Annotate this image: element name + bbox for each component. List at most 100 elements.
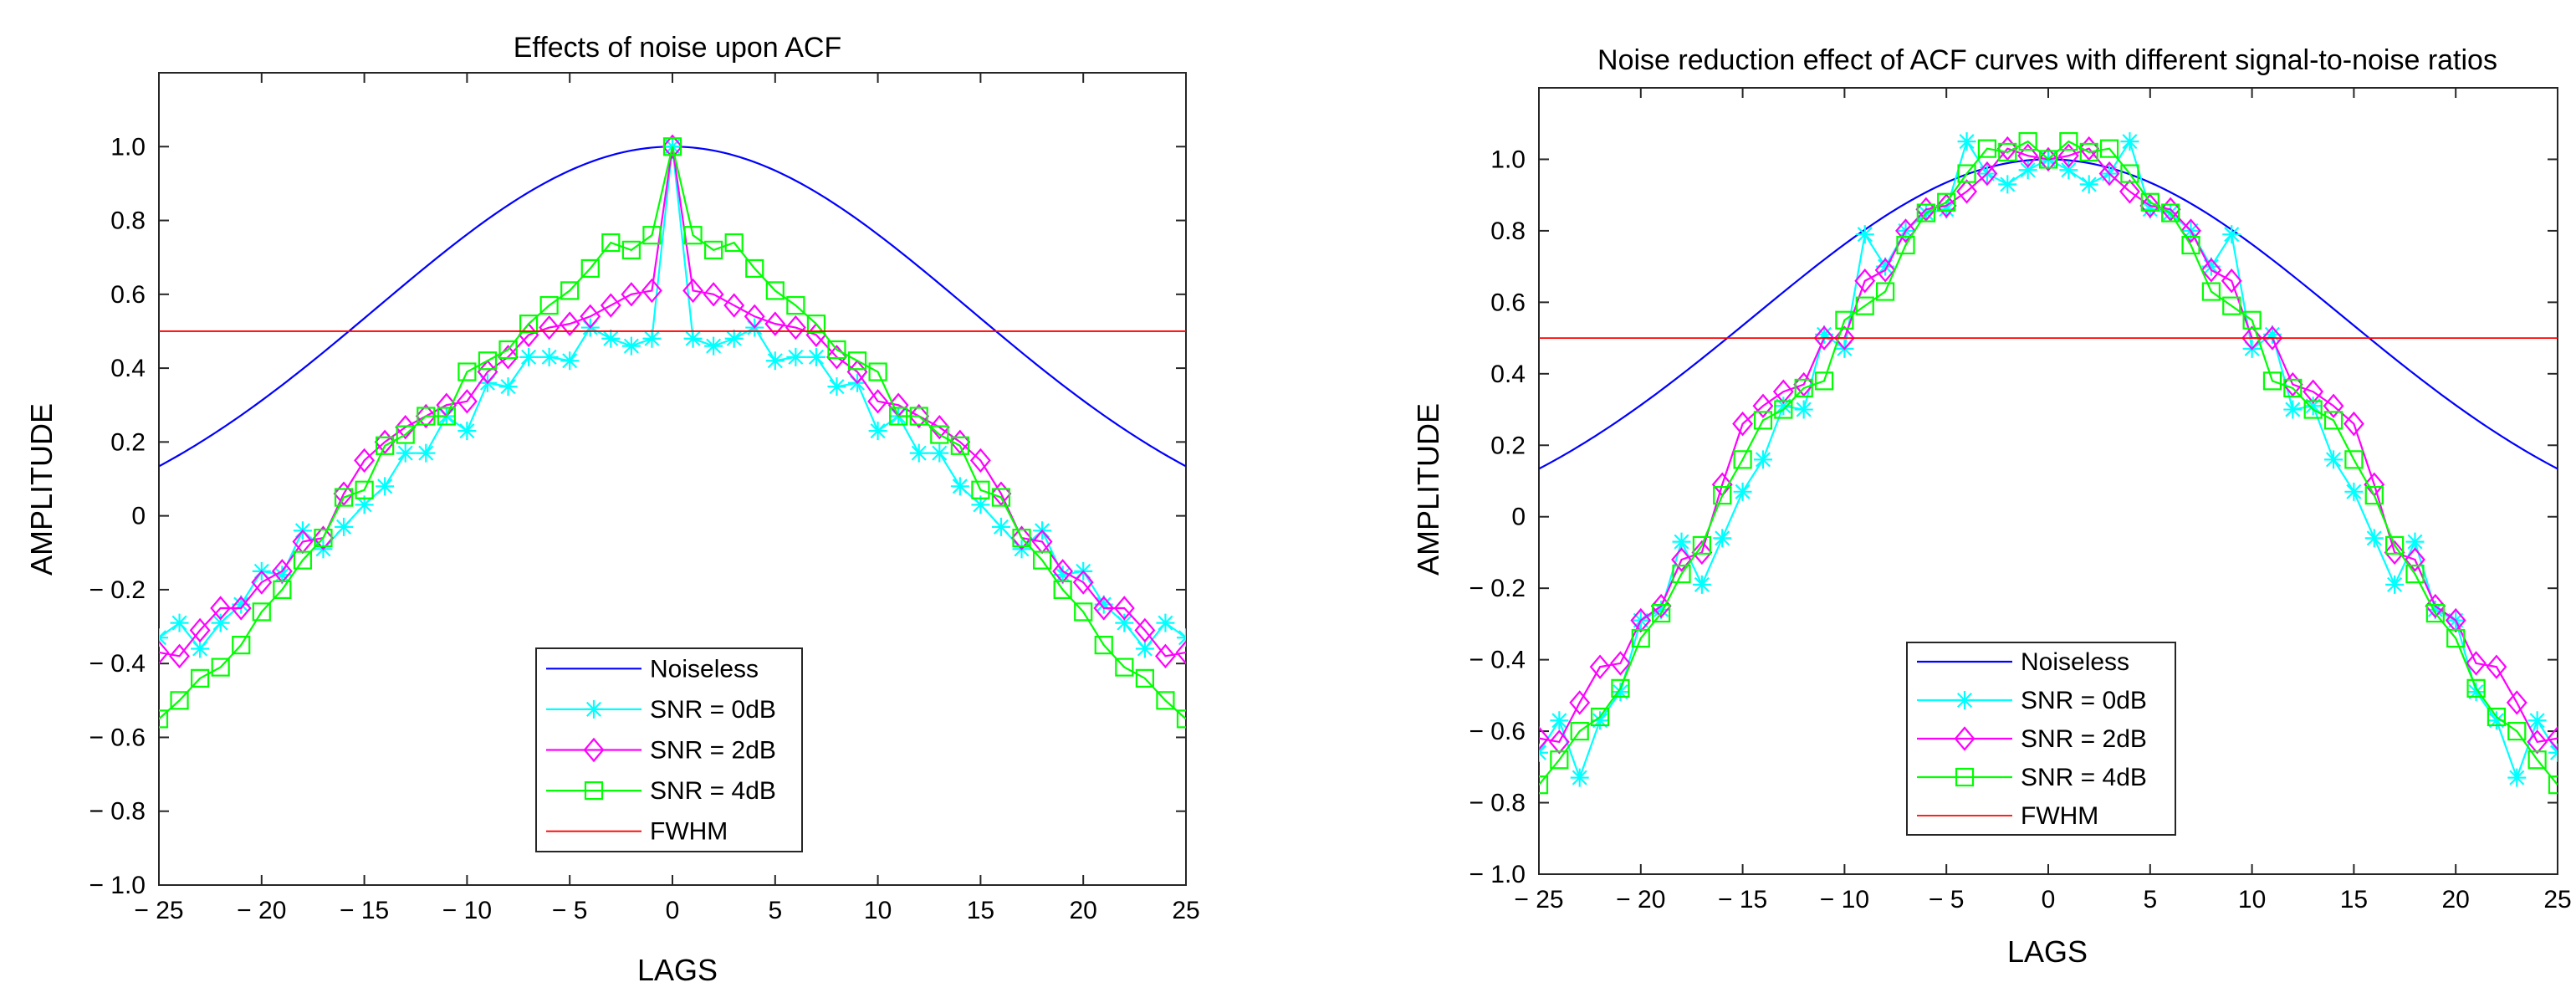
series-snr-0db-point <box>601 329 621 348</box>
series-snr-4db-point <box>704 240 723 259</box>
series-snr-0db-point <box>806 347 825 366</box>
series-snr-0db-point <box>1937 200 1956 219</box>
x-tick-label: 10 <box>864 897 892 924</box>
series-snr-4db-point <box>724 233 744 253</box>
series-snr-2db-point <box>2303 379 2324 404</box>
series-snr-4db-point <box>2222 296 2241 315</box>
series-snr-2db-point <box>189 617 211 643</box>
series-snr-4db-point <box>1053 580 1072 600</box>
series-snr-2db-point <box>908 403 930 429</box>
series-snr-2db-point <box>1874 258 1896 283</box>
series-snr-2db-point <box>600 293 621 318</box>
series-snr-0db-point <box>417 443 436 463</box>
legend-noiseless-label: Noiseless <box>2021 648 2129 676</box>
series-snr-0db-point <box>335 517 354 536</box>
series-snr-2db-point <box>1833 325 1855 351</box>
series-snr-2db-point <box>559 311 580 336</box>
series-snr-2db-point <box>395 415 417 440</box>
series-snr-0db-point <box>2262 325 2282 344</box>
series-snr-4db-point <box>950 436 969 455</box>
series-snr-0db-point <box>1652 600 1671 619</box>
series-snr-0db-point <box>1876 257 1895 276</box>
series-snr-0db-point <box>519 347 539 366</box>
series-snr-2db-point <box>1548 729 1570 755</box>
series-snr-4db-point <box>1733 450 1752 469</box>
y-tick-label: 0 <box>1511 504 1526 531</box>
legend-snr-0db-label: SNR = 0dB <box>650 696 776 724</box>
series-snr-4db-point <box>889 407 908 426</box>
series-snr-2db-point <box>313 525 334 550</box>
series-snr-4db-point <box>1692 535 1711 555</box>
series-snr-4db-point <box>2079 142 2098 162</box>
series-snr-4db-point <box>765 281 785 300</box>
series-snr-0db-point <box>950 477 969 496</box>
series-snr-4db-point <box>683 226 703 245</box>
series-snr-0db-point <box>991 517 1010 536</box>
series-snr-4db-point <box>1957 164 1976 183</box>
series-snr-0db-point <box>2140 200 2159 219</box>
series-snr-4db-point <box>1937 192 1956 212</box>
y-tick-label: − 0.2 <box>1469 575 1526 602</box>
series-snr-0db-point <box>1156 613 1175 632</box>
series-snr-2db-point <box>2180 218 2201 243</box>
series-snr-0db-point <box>2405 532 2425 551</box>
series-snr-4db-point <box>2487 707 2507 727</box>
series-snr-0db-point <box>2425 600 2445 619</box>
chart-right-title: Noise reduction effect of ACF curves wit… <box>1597 44 2497 76</box>
series-snr-4db-point <box>376 436 395 455</box>
series-snr-0db-point <box>2201 257 2221 276</box>
series-snr-0db-point <box>2303 397 2323 416</box>
series-snr-2db-point <box>210 596 232 621</box>
series-snr-4db-point <box>2140 192 2159 212</box>
plot-series-area <box>159 134 1186 729</box>
series-snr-4db-point <box>1176 709 1186 729</box>
chart-left-plot: − 25 − 20 − 15 − 10 − 5 0 5 10 15 20 25 − 1.0 − 0.8 −… <box>89 72 1200 924</box>
series-snr-0db-point <box>1855 225 1874 244</box>
series-snr-2db-point <box>682 278 704 304</box>
series-snr-2db-point <box>1752 393 1774 418</box>
series-snr-4db-point <box>1774 400 1793 419</box>
legend-noiseless-label: Noiseless <box>650 655 759 683</box>
series-snr-2db-point <box>2527 729 2548 755</box>
series-snr-4db-point <box>2507 721 2527 741</box>
series-snr-4db-point <box>1896 235 1915 255</box>
chart-left: Effects of noise upon ACF LAGS AMPLITUDE… <box>24 32 1200 987</box>
x-tick-label: − 10 <box>442 897 492 924</box>
series-snr-4db-point <box>2181 235 2200 255</box>
series-snr-4db-point <box>539 295 559 315</box>
series-snr-4db-point <box>1916 203 1935 223</box>
series-snr-2db-point <box>159 640 170 665</box>
y-tick-label: 1.0 <box>110 133 146 161</box>
series-snr-4db-point <box>1611 678 1630 698</box>
y-tick-label: − 1.0 <box>89 872 146 899</box>
series-snr-2db-point <box>1691 540 1713 565</box>
series-snr-4db-point <box>2283 378 2303 398</box>
series-snr-4db-point <box>1156 691 1175 710</box>
y-tick-label: 0.2 <box>110 428 146 456</box>
series-snr-2db-point <box>2139 193 2161 218</box>
series-snr-4db-point <box>642 226 662 245</box>
series-snr-0db-point <box>930 443 949 463</box>
series-snr-2db-point <box>928 415 950 440</box>
y-tick-label: − 0.8 <box>1469 790 1526 817</box>
series-snr-4db-point <box>1835 310 1854 330</box>
series-snr-4db-point <box>2038 150 2058 169</box>
series-snr-4db-point <box>232 636 251 655</box>
y-tick-label: − 0.4 <box>1469 647 1526 674</box>
series-snr-4db-point <box>971 480 990 499</box>
series-snr-4db-point <box>1570 721 1589 741</box>
series-snr-0db-point <box>2079 175 2098 194</box>
legend-snr-0db-marker <box>1955 691 1974 709</box>
series-snr-2db-point <box>723 293 745 318</box>
chart-left-legend: Noiseless SNR = 0dB SNR = 2dB SNR = 4dB FWHM <box>535 647 803 852</box>
series-snr-4db-point <box>930 425 949 444</box>
series-snr-2db-point <box>2098 161 2120 187</box>
series-snr-2db-point <box>374 429 396 455</box>
series-snr-2db-point <box>1671 547 1692 572</box>
series-snr-4db-point <box>1115 658 1134 677</box>
series-snr-4db-point <box>2201 282 2221 301</box>
series-snr-4db-point <box>1094 636 1113 655</box>
x-tick-label: − 20 <box>237 897 286 924</box>
chart-left-title: Effects of noise upon ACF <box>514 32 842 64</box>
